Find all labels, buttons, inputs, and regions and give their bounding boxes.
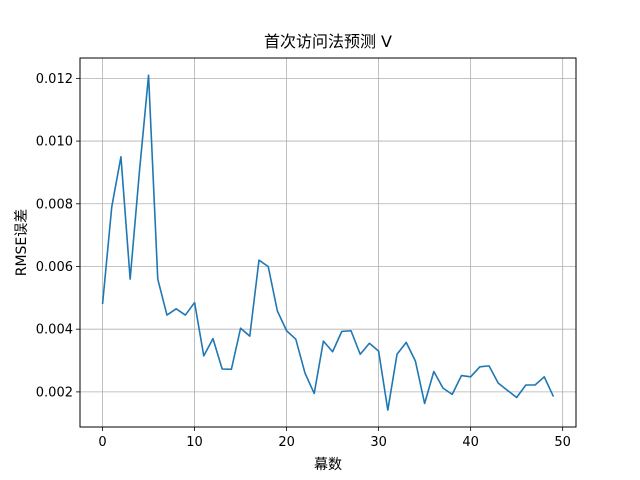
- plot-frame: [79, 57, 577, 428]
- y-axis-title: RMSE误差: [14, 209, 30, 277]
- y-tick-label: 0.008: [36, 197, 73, 212]
- x-tick-label: 0: [98, 435, 106, 450]
- x-tick-label: 30: [370, 435, 387, 450]
- chart-title: 首次访问法预测 V: [264, 32, 392, 51]
- ticks: 0 10 20 30 40 50 0.002 0.004 0.006 0.008 0.010 0.01…: [36, 72, 571, 450]
- x-tick-label: 10: [186, 435, 203, 450]
- x-tick-label: 20: [278, 435, 295, 450]
- y-tick-label: 0.010: [36, 135, 73, 150]
- y-tick-label: 0.012: [36, 72, 73, 87]
- grid: [80, 58, 576, 427]
- y-tick-label: 0.002: [36, 385, 73, 400]
- x-axis-title: 幕数: [314, 457, 342, 473]
- series-layer: [101, 74, 555, 411]
- y-tick-label: 0.004: [36, 323, 73, 338]
- x-tick-label: 40: [462, 435, 479, 450]
- series-line: [101, 74, 555, 411]
- x-tick-label: 50: [554, 435, 571, 450]
- y-tick-label: 0.006: [36, 260, 73, 275]
